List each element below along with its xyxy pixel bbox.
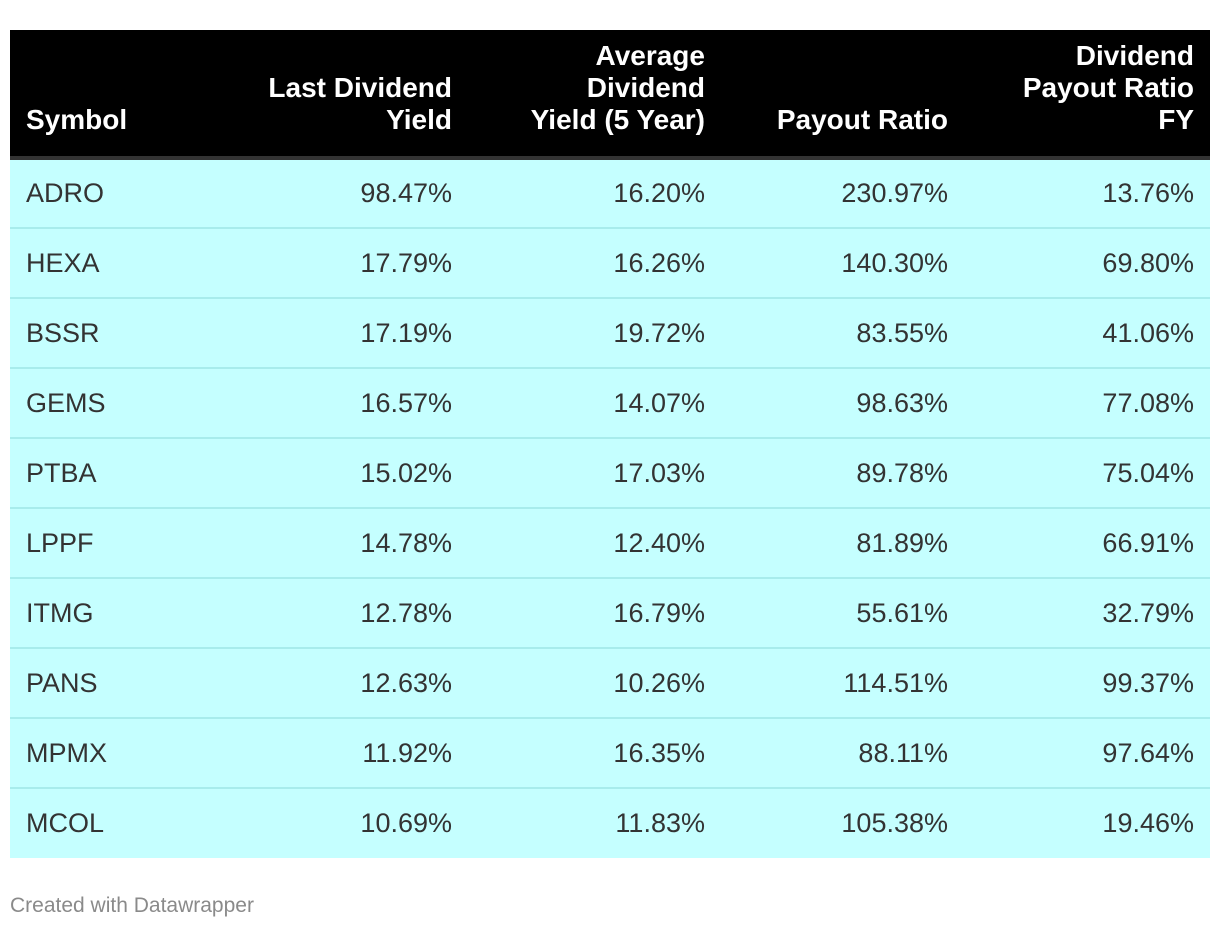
table-header: Symbol Last Dividend Yield Average Dividend Y… (10, 30, 1210, 160)
dividend-payout-ratio-fy-cell: 66.91% (964, 508, 1210, 579)
column-header-label-line: Average (595, 40, 705, 71)
column-header-label-line: Dividend (586, 72, 705, 103)
payout-ratio-cell: 55.61% (721, 578, 964, 649)
column-header-dividend-payout-ratio-fy: Dividend Payout Ratio FY (964, 30, 1210, 160)
avg-dividend-yield-5y-cell: 19.72% (468, 298, 721, 369)
column-header-label-line: Payout Ratio (1022, 72, 1194, 103)
table-row: PANS 12.63% 10.26% 114.51% 99.37% (10, 648, 1210, 719)
dividend-payout-ratio-fy-cell: 13.76% (964, 158, 1210, 229)
payout-ratio-cell: 230.97% (721, 158, 964, 229)
payout-ratio-cell: 140.30% (721, 228, 964, 299)
last-dividend-yield-cell: 12.78% (224, 578, 468, 649)
table-row: ITMG 12.78% 16.79% 55.61% 32.79% (10, 578, 1210, 649)
column-header-payout-ratio: Payout Ratio (721, 30, 964, 160)
payout-ratio-cell: 89.78% (721, 438, 964, 509)
payout-ratio-cell: 114.51% (721, 648, 964, 719)
column-header-avg-dividend-yield-5y: Average Dividend Yield (5 Year) (468, 30, 721, 160)
symbol-cell: GEMS (10, 368, 224, 439)
column-header-last-dividend-yield: Last Dividend Yield (224, 30, 468, 160)
table-row: HEXA 17.79% 16.26% 140.30% 69.80% (10, 228, 1210, 299)
column-header-symbol: Symbol (10, 30, 224, 160)
avg-dividend-yield-5y-cell: 10.26% (468, 648, 721, 719)
avg-dividend-yield-5y-cell: 16.79% (468, 578, 721, 649)
table-row: MCOL 10.69% 11.83% 105.38% 19.46% (10, 788, 1210, 858)
avg-dividend-yield-5y-cell: 17.03% (468, 438, 721, 509)
table-body: ADRO 98.47% 16.20% 230.97% 13.76% HEXA 17.79% 1… (10, 158, 1210, 858)
symbol-cell: ITMG (10, 578, 224, 649)
last-dividend-yield-cell: 12.63% (224, 648, 468, 719)
symbol-cell: ADRO (10, 158, 224, 229)
avg-dividend-yield-5y-cell: 16.35% (468, 718, 721, 789)
dividend-payout-ratio-fy-cell: 69.80% (964, 228, 1210, 299)
dividend-payout-ratio-fy-cell: 41.06% (964, 298, 1210, 369)
avg-dividend-yield-5y-cell: 11.83% (468, 788, 721, 858)
payout-ratio-cell: 88.11% (721, 718, 964, 789)
payout-ratio-cell: 83.55% (721, 298, 964, 369)
footer-credit: Created with Datawrapper (10, 894, 254, 917)
symbol-cell: PANS (10, 648, 224, 719)
symbol-cell: PTBA (10, 438, 224, 509)
dividend-table: Symbol Last Dividend Yield Average Dividend Y… (10, 30, 1210, 858)
avg-dividend-yield-5y-cell: 12.40% (468, 508, 721, 579)
last-dividend-yield-cell: 14.78% (224, 508, 468, 579)
table-row: MPMX 11.92% 16.35% 88.11% 97.64% (10, 718, 1210, 789)
last-dividend-yield-cell: 10.69% (224, 788, 468, 858)
avg-dividend-yield-5y-cell: 16.26% (468, 228, 721, 299)
column-header-label-line: Last Dividend (268, 72, 452, 103)
last-dividend-yield-cell: 17.19% (224, 298, 468, 369)
symbol-cell: BSSR (10, 298, 224, 369)
header-row: Symbol Last Dividend Yield Average Dividend Y… (10, 30, 1210, 160)
dividend-table-container: Symbol Last Dividend Yield Average Dividend Y… (10, 30, 1210, 858)
payout-ratio-cell: 98.63% (721, 368, 964, 439)
dividend-payout-ratio-fy-cell: 97.64% (964, 718, 1210, 789)
column-header-label-line: FY (1158, 104, 1194, 135)
last-dividend-yield-cell: 15.02% (224, 438, 468, 509)
table-row: ADRO 98.47% 16.20% 230.97% 13.76% (10, 158, 1210, 229)
column-header-label-line: Yield (5 Year) (530, 104, 705, 135)
payout-ratio-cell: 105.38% (721, 788, 964, 858)
last-dividend-yield-cell: 17.79% (224, 228, 468, 299)
dividend-payout-ratio-fy-cell: 77.08% (964, 368, 1210, 439)
last-dividend-yield-cell: 98.47% (224, 158, 468, 229)
column-header-label-line: Payout Ratio (776, 104, 948, 135)
symbol-cell: MPMX (10, 718, 224, 789)
avg-dividend-yield-5y-cell: 14.07% (468, 368, 721, 439)
column-header-label-line: Dividend (1075, 40, 1194, 71)
dividend-payout-ratio-fy-cell: 32.79% (964, 578, 1210, 649)
table-row: LPPF 14.78% 12.40% 81.89% 66.91% (10, 508, 1210, 579)
symbol-cell: MCOL (10, 788, 224, 858)
dividend-payout-ratio-fy-cell: 75.04% (964, 438, 1210, 509)
table-row: BSSR 17.19% 19.72% 83.55% 41.06% (10, 298, 1210, 369)
table-row: GEMS 16.57% 14.07% 98.63% 77.08% (10, 368, 1210, 439)
dividend-payout-ratio-fy-cell: 19.46% (964, 788, 1210, 858)
column-header-label-line: Yield (386, 104, 452, 135)
avg-dividend-yield-5y-cell: 16.20% (468, 158, 721, 229)
dividend-payout-ratio-fy-cell: 99.37% (964, 648, 1210, 719)
table-row: PTBA 15.02% 17.03% 89.78% 75.04% (10, 438, 1210, 509)
last-dividend-yield-cell: 16.57% (224, 368, 468, 439)
column-header-label-line: Symbol (26, 104, 128, 135)
payout-ratio-cell: 81.89% (721, 508, 964, 579)
symbol-cell: HEXA (10, 228, 224, 299)
symbol-cell: LPPF (10, 508, 224, 579)
last-dividend-yield-cell: 11.92% (224, 718, 468, 789)
